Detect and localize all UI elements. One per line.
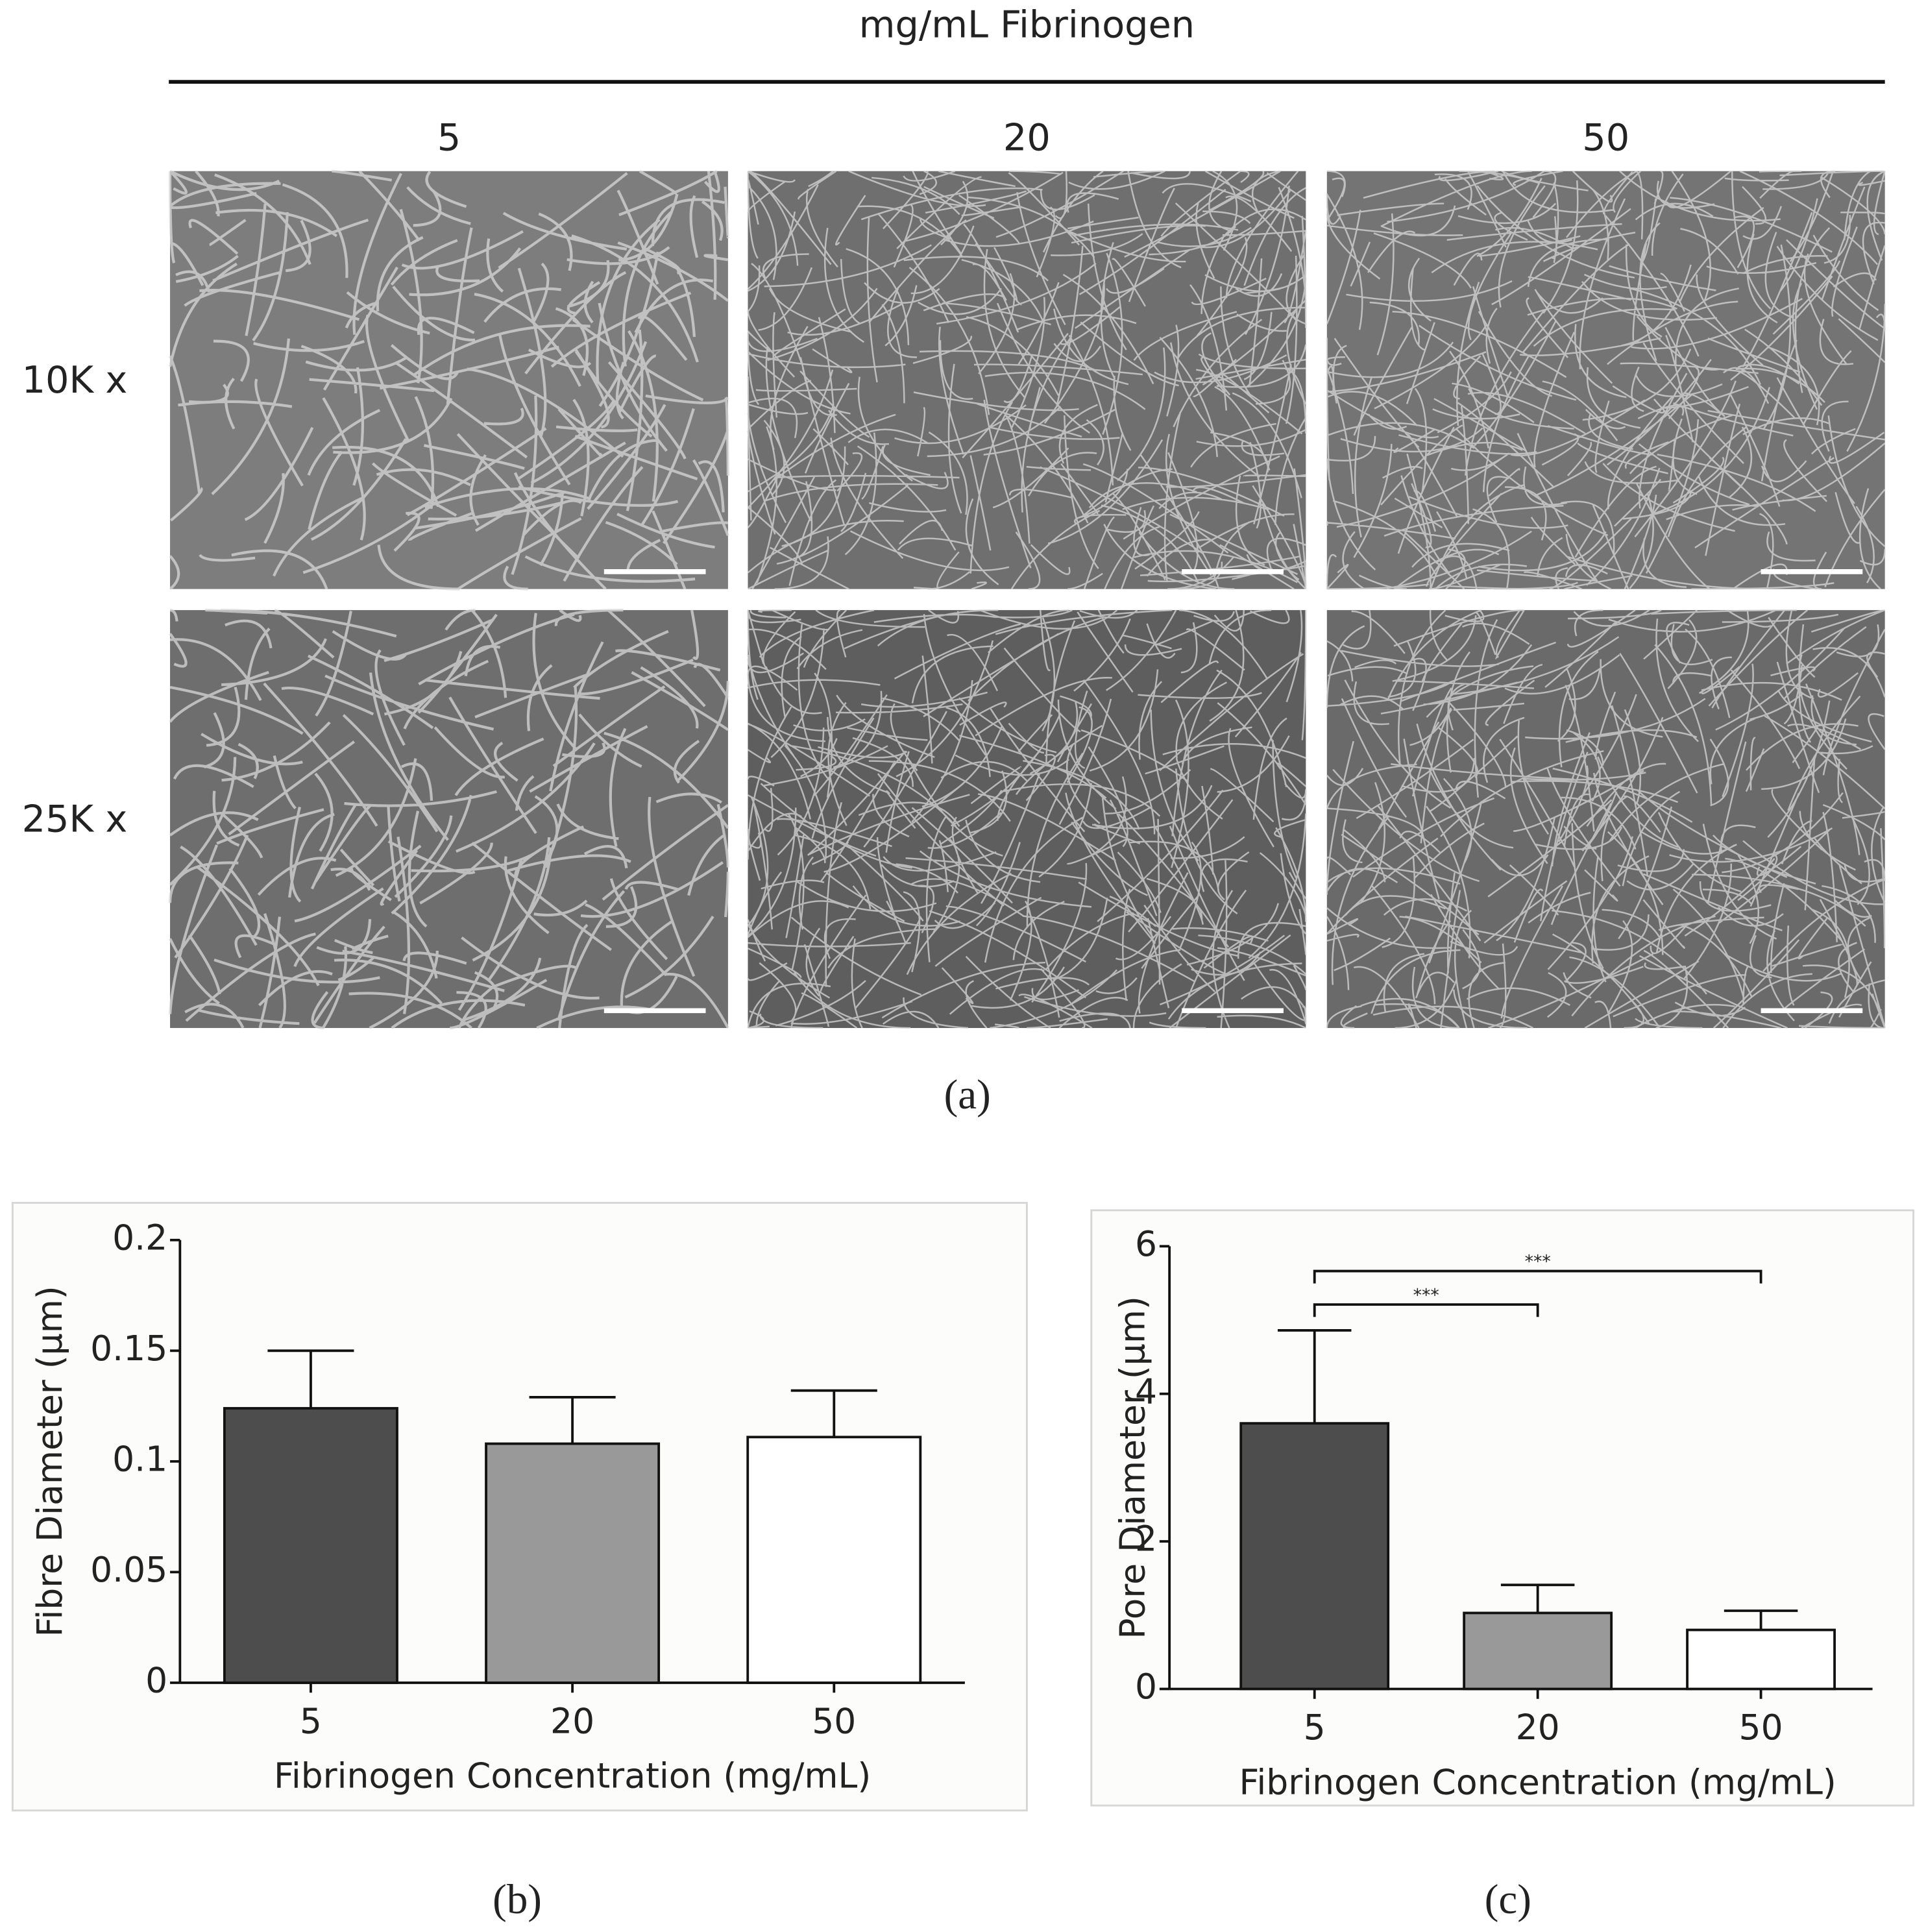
x-tick-label: 5: [1304, 1707, 1326, 1748]
error-bar: [529, 1396, 616, 1444]
significance-bracket: [1313, 1269, 1762, 1284]
bar: [223, 1407, 398, 1684]
chart-frame: [1090, 1209, 1915, 1807]
y-tick-label: 4: [1135, 1371, 1157, 1412]
y-axis-label: Fibre Diameter (µm): [29, 1286, 70, 1637]
error-bar: [1277, 1329, 1352, 1424]
sem-fibers: [747, 170, 1307, 590]
column-label: 50: [1582, 116, 1629, 160]
x-tick-label: 50: [812, 1701, 856, 1742]
significance-label: ***: [1413, 1285, 1439, 1305]
row-label: 25K x: [22, 798, 128, 841]
sem-fibers: [747, 609, 1307, 1029]
error-bar: [790, 1389, 877, 1437]
panel-label: (b): [493, 1876, 542, 1923]
y-tick-label: 0.2: [112, 1217, 167, 1258]
x-axis-label: Fibrinogen Concentration (mg/mL): [1239, 1761, 1836, 1802]
column-label: 20: [1003, 116, 1051, 160]
bar: [485, 1442, 661, 1684]
sem-fibers: [1326, 609, 1886, 1029]
sem-fibers: [1326, 170, 1886, 590]
error-bar: [1724, 1609, 1798, 1630]
sem-fibers: [168, 609, 730, 1030]
bar: [746, 1436, 922, 1684]
panel-label: (a): [944, 1071, 991, 1118]
y-tick-label: 6: [1135, 1223, 1157, 1264]
error-bar: [1500, 1584, 1575, 1613]
error-bar: [267, 1349, 354, 1408]
y-tick-label: 0.1: [112, 1438, 167, 1479]
x-axis-label: Fibrinogen Concentration (mg/mL): [274, 1755, 871, 1796]
y-tick-label: 0: [1135, 1666, 1157, 1707]
significance-label: ***: [1525, 1252, 1551, 1272]
bar: [1463, 1611, 1613, 1691]
y-tick-label: 2: [1135, 1519, 1157, 1559]
y-tick-label: 0: [145, 1660, 167, 1701]
panel-label: (c): [1485, 1876, 1531, 1923]
y-axis-label: Pore Diameter (µm): [1112, 1296, 1152, 1639]
column-label: 5: [437, 116, 461, 160]
x-tick-label: 20: [1516, 1707, 1560, 1748]
x-tick-label: 50: [1739, 1707, 1783, 1748]
y-tick-label: 0.05: [90, 1549, 167, 1590]
row-label: 10K x: [22, 358, 128, 402]
sem-fibers: [168, 169, 730, 591]
bar: [1686, 1628, 1836, 1691]
y-tick-label: 0.15: [90, 1328, 167, 1369]
significance-bracket: [1313, 1303, 1539, 1317]
x-tick-label: 5: [300, 1701, 322, 1742]
panel-a-title: mg/mL Fibrinogen: [859, 3, 1195, 47]
bar: [1239, 1422, 1390, 1691]
x-tick-label: 20: [550, 1701, 594, 1742]
